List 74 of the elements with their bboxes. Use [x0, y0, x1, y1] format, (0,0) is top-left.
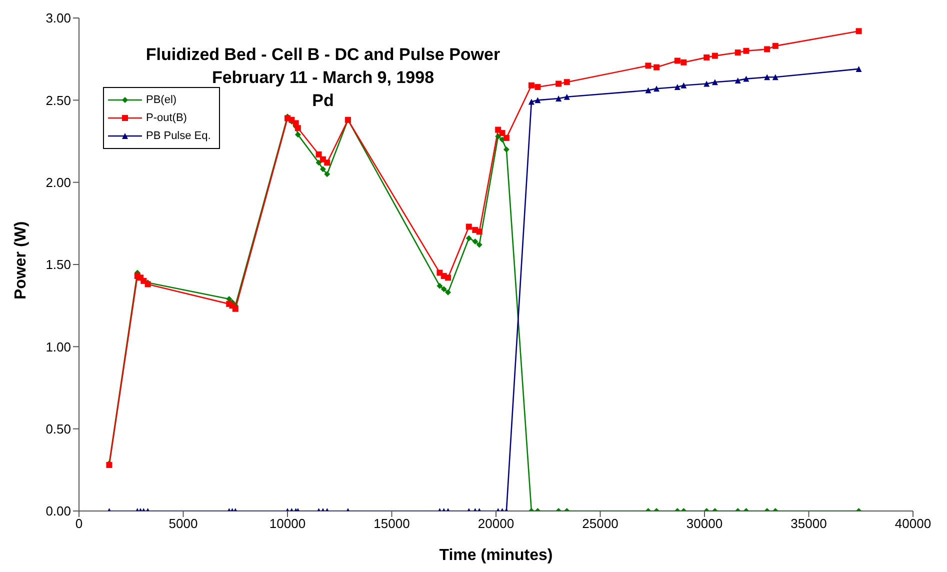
point: [445, 274, 452, 281]
text: February 11 - March 9, 1998: [212, 68, 434, 87]
x-tick-label: 5000: [168, 516, 198, 532]
x-tick-label: 35000: [790, 516, 827, 532]
point: [556, 96, 562, 102]
point: [645, 62, 652, 69]
x-tick-label: 40000: [894, 516, 932, 532]
point: [436, 282, 443, 289]
point: [654, 86, 660, 92]
point: [232, 306, 238, 312]
point: [772, 74, 778, 80]
y-tick-label: 1.50: [46, 257, 71, 272]
y-tick-label: 3.00: [46, 10, 71, 26]
point: [320, 166, 326, 172]
point: [712, 79, 718, 86]
point: [680, 59, 687, 66]
legend-label: P-out(B): [146, 111, 187, 126]
point: [674, 58, 680, 64]
point: [499, 130, 506, 136]
point: [856, 66, 862, 72]
legend-label: PB Pulse Eq.: [146, 129, 211, 144]
point: [743, 48, 750, 54]
y-tick-label: 1.00: [46, 339, 71, 354]
point: [556, 80, 562, 87]
point: [534, 84, 541, 90]
point: [324, 171, 330, 178]
point: [764, 74, 770, 80]
y-tick-label: 0.50: [46, 421, 71, 436]
point: [316, 151, 322, 158]
point: [472, 238, 478, 244]
point: [476, 242, 482, 248]
point: [564, 79, 570, 86]
annotation: Pd: [312, 91, 334, 110]
point: [294, 132, 301, 138]
point: [704, 54, 710, 60]
point: [645, 87, 652, 94]
point: [440, 286, 447, 292]
y-tick-label: 2.00: [46, 174, 71, 190]
y-tick-label: 0.00: [46, 504, 71, 519]
x-tick-label: 0: [75, 516, 83, 532]
x-tick-label: 15000: [374, 516, 410, 532]
point: [674, 84, 680, 90]
point: [466, 235, 472, 242]
point: [528, 82, 534, 88]
text: Fluidized Bed - Cell B - DC and Pulse Power: [146, 45, 500, 64]
point: [712, 52, 718, 59]
point: [704, 80, 710, 87]
point: [445, 289, 452, 296]
y-tick-label: 2.50: [46, 92, 71, 108]
point: [743, 76, 750, 82]
point: [564, 94, 570, 100]
point: [503, 134, 510, 141]
point: [734, 77, 741, 84]
point: [772, 42, 778, 49]
legend-label: PB(el): [146, 93, 177, 108]
point: [503, 146, 510, 152]
point: [495, 133, 502, 140]
point: [316, 160, 322, 166]
point: [324, 160, 330, 166]
point: [680, 82, 687, 88]
point: [466, 224, 472, 230]
point: [856, 28, 862, 34]
x-tick-label: 30000: [686, 516, 723, 532]
point: [528, 98, 534, 105]
x-axis-title: Time (minutes): [439, 547, 553, 564]
x-tick-label: 10000: [269, 516, 306, 532]
point: [764, 46, 770, 52]
point: [654, 64, 660, 70]
point: [734, 50, 741, 56]
x-tick-label: 25000: [582, 516, 618, 532]
x-tick-label: 20000: [478, 516, 514, 532]
y-axis-title: Power (W): [12, 221, 30, 300]
point: [476, 228, 482, 235]
point: [534, 97, 541, 104]
